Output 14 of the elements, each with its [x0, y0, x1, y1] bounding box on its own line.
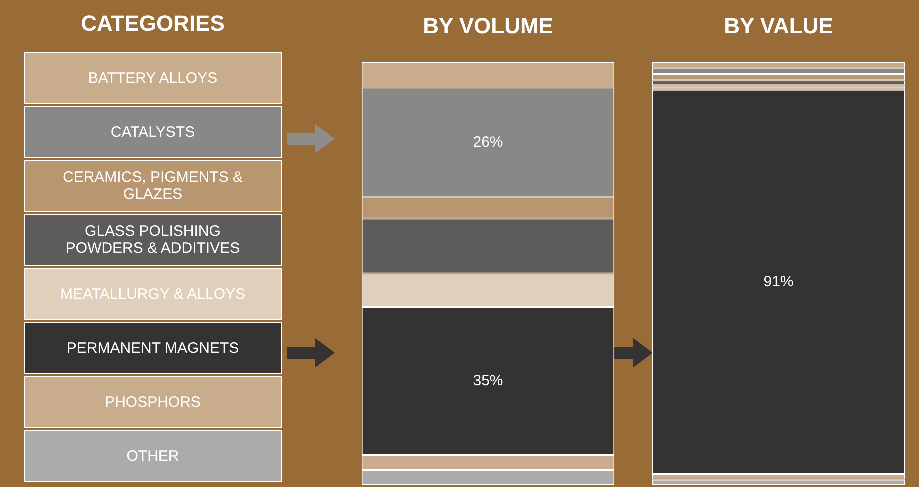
text: PERMANENT MAGNETS	[66, 340, 240, 356]
text: MEATALLURGY & ALLOYS	[60, 286, 246, 302]
x-tick-label: BY VOLUME	[423, 13, 554, 38]
text: OTHER	[126, 448, 180, 464]
data-label: 35%	[473, 372, 504, 390]
text: CERAMICS, PIGMENTS & GLAZES	[62, 169, 244, 203]
data-label: 91%	[764, 273, 794, 290]
text: GLASS POLISHING POWDERS & ADDITIVES	[64, 223, 242, 257]
data-label: 26%	[473, 134, 504, 151]
text: BATTERY ALLOYS	[88, 70, 218, 86]
legend-title: CATEGORIES	[80, 10, 226, 38]
text: PHOSPHORS	[105, 394, 201, 410]
text: CATALYSTS	[110, 124, 196, 140]
x-tick-label: BY VALUE	[724, 13, 834, 38]
